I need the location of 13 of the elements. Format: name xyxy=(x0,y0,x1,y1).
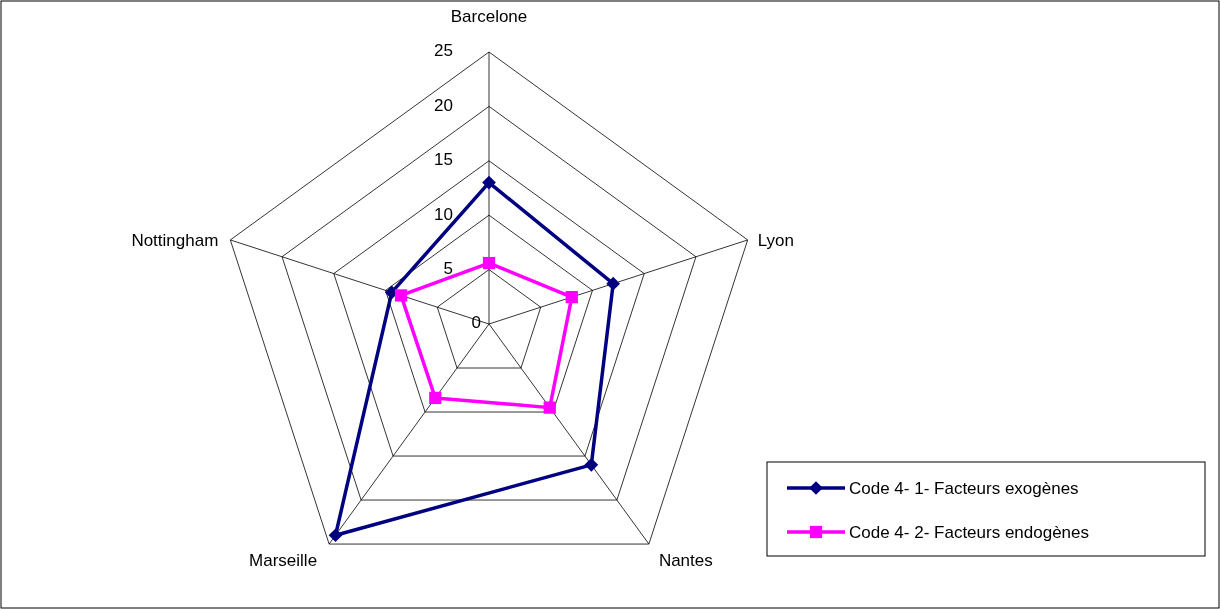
y-tick-label: 5 xyxy=(443,259,453,279)
spoke-label: Nottingham xyxy=(131,230,219,250)
spoke-label: Nantes xyxy=(658,551,713,571)
y-tick-label: 0 xyxy=(471,313,481,333)
y-tick-label: 20 xyxy=(434,95,453,115)
spoke-label: Lyon xyxy=(757,230,794,250)
legend-label: Code 4- 1- Facteurs exogènes xyxy=(849,479,1079,498)
spoke-label: Marseille xyxy=(249,551,318,571)
y-tick-label: 15 xyxy=(434,150,453,170)
legend-label: Code 4- 2- Facteurs endogènes xyxy=(849,523,1090,542)
spoke-label: Barcelone xyxy=(450,7,528,26)
y-tick-label: 25 xyxy=(434,41,453,61)
y-tick-label: 10 xyxy=(434,204,453,224)
